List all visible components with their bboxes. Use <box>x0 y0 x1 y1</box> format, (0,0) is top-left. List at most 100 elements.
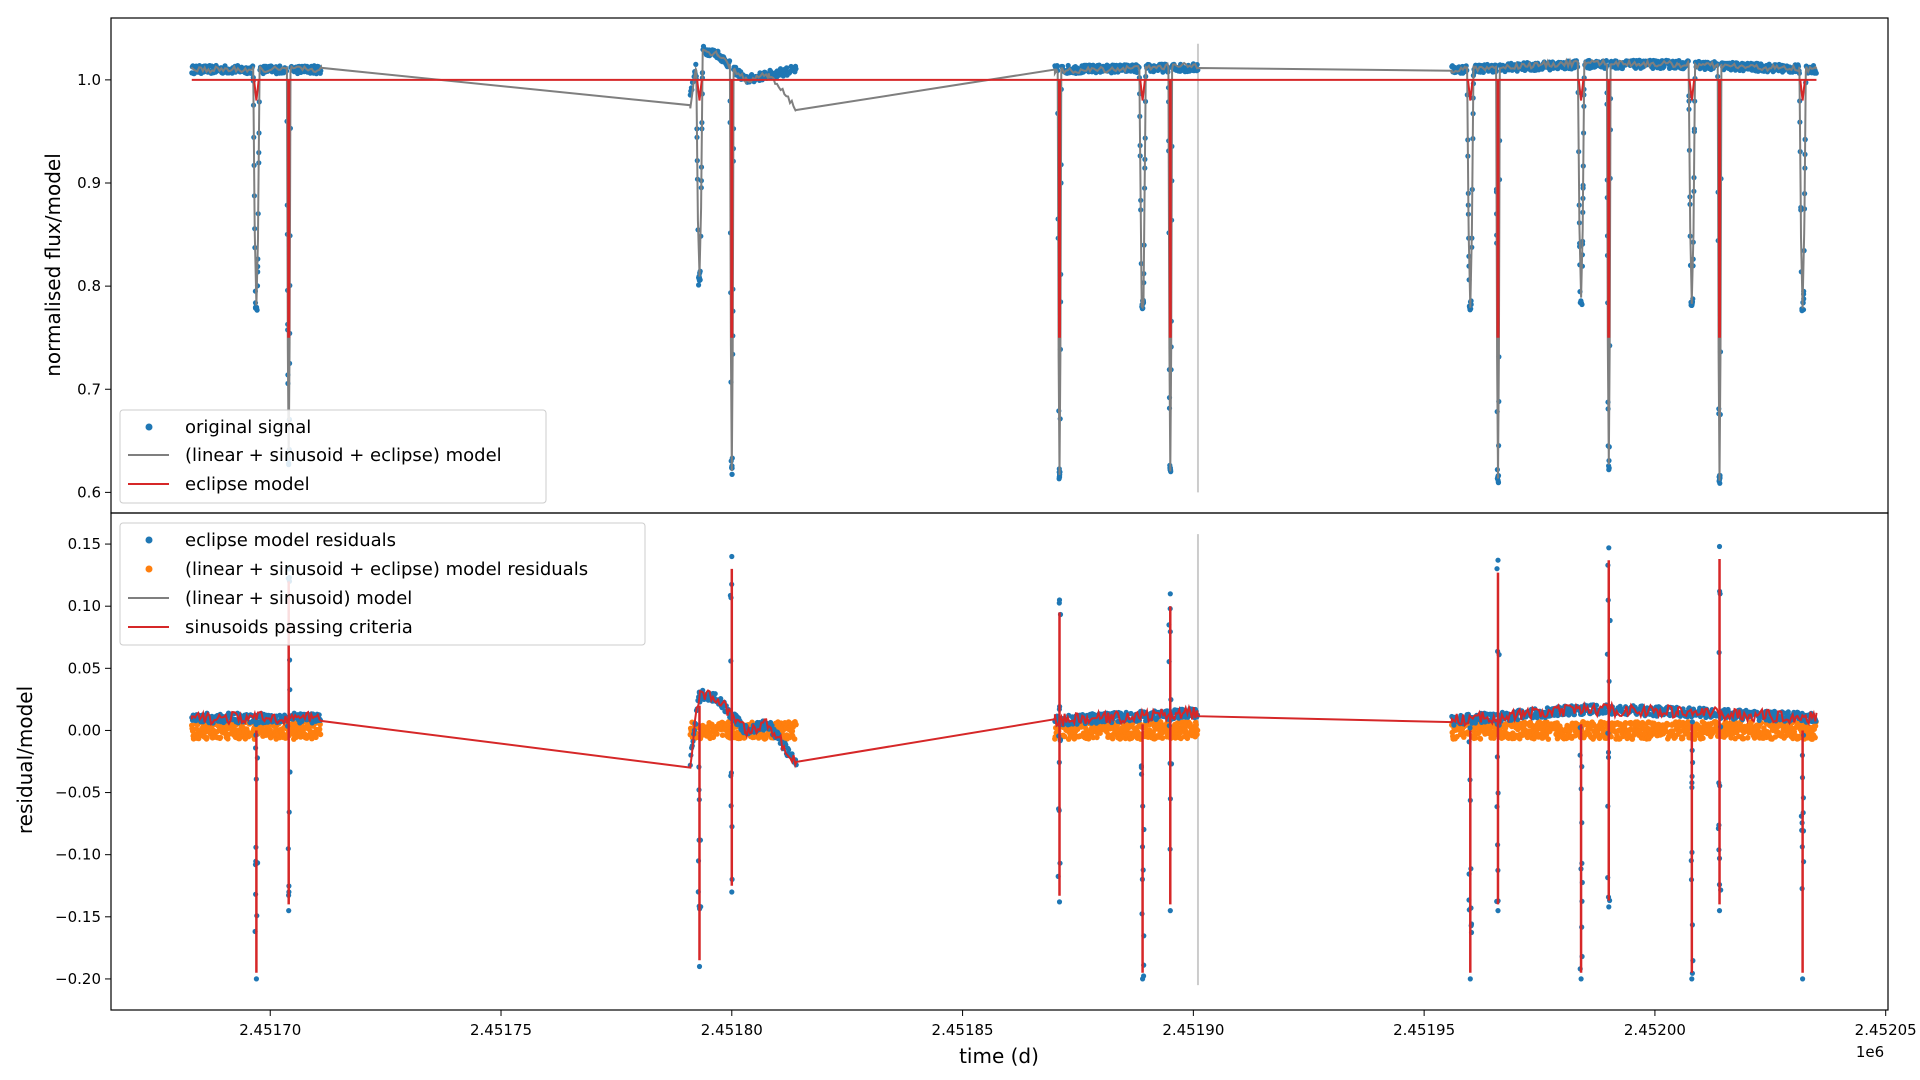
top-y-tick-label: 0.8 <box>77 277 101 295</box>
full-residual-point <box>217 734 224 741</box>
full-residual-point <box>1193 722 1199 728</box>
bottom-legend-label-sinusoids: sinusoids passing criteria <box>185 617 413 638</box>
full-residual-point <box>1097 730 1103 736</box>
full-residual-point <box>237 734 244 740</box>
bottom-legend-marker-eclipse-residuals <box>145 536 153 544</box>
full-residual-point <box>1150 729 1156 735</box>
top-plot-data <box>189 43 1819 493</box>
original-signal-point <box>729 471 735 477</box>
x-tick-label: 2.45175 <box>470 1021 532 1039</box>
eclipse-model-shallow-dip <box>1466 79 1474 101</box>
original-signal-point <box>1606 467 1612 473</box>
full-residual-point <box>1159 735 1166 741</box>
eclipse-residual-point <box>1467 976 1473 982</box>
original-signal-point <box>1134 69 1140 75</box>
original-signal-point <box>1637 57 1643 64</box>
eclipse-residual-point <box>1578 976 1584 982</box>
full-residual-point <box>1622 720 1629 726</box>
top-series-full-model <box>190 48 1818 481</box>
eclipse-residual-point <box>1716 543 1723 550</box>
top-y-tick-label: 1.0 <box>77 71 101 89</box>
eclipse-residual-point <box>1467 725 1473 731</box>
full-residual-point <box>317 721 323 728</box>
full-residual-point <box>313 734 319 741</box>
eclipse-residual-point <box>1140 976 1146 982</box>
x-tick-label: 2.45205 <box>1855 1021 1917 1039</box>
eclipse-model-shallow-dip <box>1688 79 1696 101</box>
eclipse-residual-point <box>1716 908 1723 914</box>
bottom-y-tick-label: −0.15 <box>55 908 101 926</box>
eclipse-residual-point <box>1495 557 1501 563</box>
full-residual-point <box>1545 736 1552 742</box>
top-y-tick-label: 0.9 <box>77 174 101 192</box>
top-y-tick-label: 0.6 <box>77 483 101 501</box>
bottom-y-axis-label: residual/model <box>13 686 37 834</box>
top-y-axis-label: normalised flux/model <box>41 153 65 377</box>
eclipse-residual-point <box>1606 904 1612 910</box>
eclipse-model-shallow-dip <box>253 79 260 101</box>
eclipse-residual-point <box>1495 908 1501 914</box>
full-residual-point <box>1554 735 1561 742</box>
original-signal-point <box>1054 63 1060 69</box>
bottom-y-tick-label: −0.05 <box>55 784 101 802</box>
top-panel: 0.6 0.7 0.8 0.9 1.0 normalised flux/model or… <box>41 17 1889 514</box>
bottom-legend-marker-full-residuals <box>145 565 153 573</box>
top-y-tick-label: 0.7 <box>77 380 101 398</box>
eclipse-model-shallow-dip <box>1577 79 1585 101</box>
full-residual-point <box>1663 728 1669 735</box>
bottom-legend-label-linear-sinusoid: (linear + sinusoid) model <box>185 588 412 609</box>
eclipse-residual-point <box>1689 719 1695 725</box>
full-residual-point <box>316 726 323 732</box>
x-tick-label: 2.45195 <box>1393 1021 1455 1039</box>
eclipse-residual-point <box>1494 566 1500 572</box>
bottom-legend-label-eclipse-residuals: eclipse model residuals <box>185 530 396 551</box>
eclipse-residual-point <box>1167 591 1173 597</box>
full-residual-point <box>789 728 796 734</box>
eclipse-residual-point <box>1689 976 1695 982</box>
original-signal-point <box>252 305 259 311</box>
top-legend-box <box>119 409 547 504</box>
eclipse-residual-point <box>729 889 735 895</box>
full-residual-point <box>791 736 798 742</box>
bottom-legend: eclipse model residuals (linear + sinuso… <box>119 522 646 646</box>
x-axis-offset-label: 1e6 <box>1856 1043 1884 1061</box>
top-legend-label-original-signal: original signal <box>185 417 311 438</box>
full-residual-point <box>1109 735 1116 742</box>
bottom-legend-label-full-residuals: (linear + sinusoid + eclipse) model resi… <box>185 559 588 580</box>
full-residual-point <box>1194 731 1200 738</box>
eclipse-model-shallow-dip <box>1139 79 1146 101</box>
eclipse-model-shallow-dip <box>1799 79 1806 101</box>
full-residual-point <box>1194 727 1201 734</box>
full-residual-point <box>1812 734 1818 741</box>
bottom-y-tick-label: 0.00 <box>68 721 101 739</box>
full-residual-point <box>1472 735 1479 741</box>
eclipse-residual-point <box>696 963 703 970</box>
bottom-plot-data <box>189 534 1819 986</box>
bottom-panel: −0.20 −0.15 −0.10 −0.05 0.00 0.05 0.10 0.15 2.4… <box>13 512 1917 1068</box>
top-legend-marker-original-signal <box>145 423 153 431</box>
bottom-y-tick-label: 0.05 <box>68 659 101 677</box>
eclipse-residual-point <box>1167 908 1173 914</box>
full-residual-point <box>719 732 726 738</box>
original-signal-point <box>784 65 790 71</box>
original-signal-point <box>1702 66 1708 72</box>
top-legend-label-full-model: (linear + sinusoid + eclipse) model <box>185 445 502 466</box>
full-residual-point <box>317 731 324 738</box>
original-signal-point <box>1717 480 1723 486</box>
x-tick-label: 2.45170 <box>239 1021 301 1039</box>
eclipse-residual-point <box>729 553 735 560</box>
original-signal-point <box>793 66 799 72</box>
bottom-y-tick-label: −0.20 <box>55 970 101 988</box>
eclipse-residual-point <box>253 976 259 982</box>
x-tick-label: 2.45185 <box>932 1021 994 1039</box>
bottom-y-tick-label: 0.10 <box>68 597 101 615</box>
full-residual-point <box>1094 734 1100 741</box>
full-residual-point <box>204 735 210 741</box>
x-tick-label: 2.45180 <box>701 1021 763 1039</box>
eclipse-residual-point <box>286 908 292 914</box>
top-legend-label-eclipse-model: eclipse model <box>185 474 310 495</box>
original-signal-point <box>696 282 702 288</box>
x-axis-label: time (d) <box>959 1044 1039 1068</box>
x-tick-label: 2.45200 <box>1624 1021 1686 1039</box>
full-residual-point <box>1679 735 1686 742</box>
